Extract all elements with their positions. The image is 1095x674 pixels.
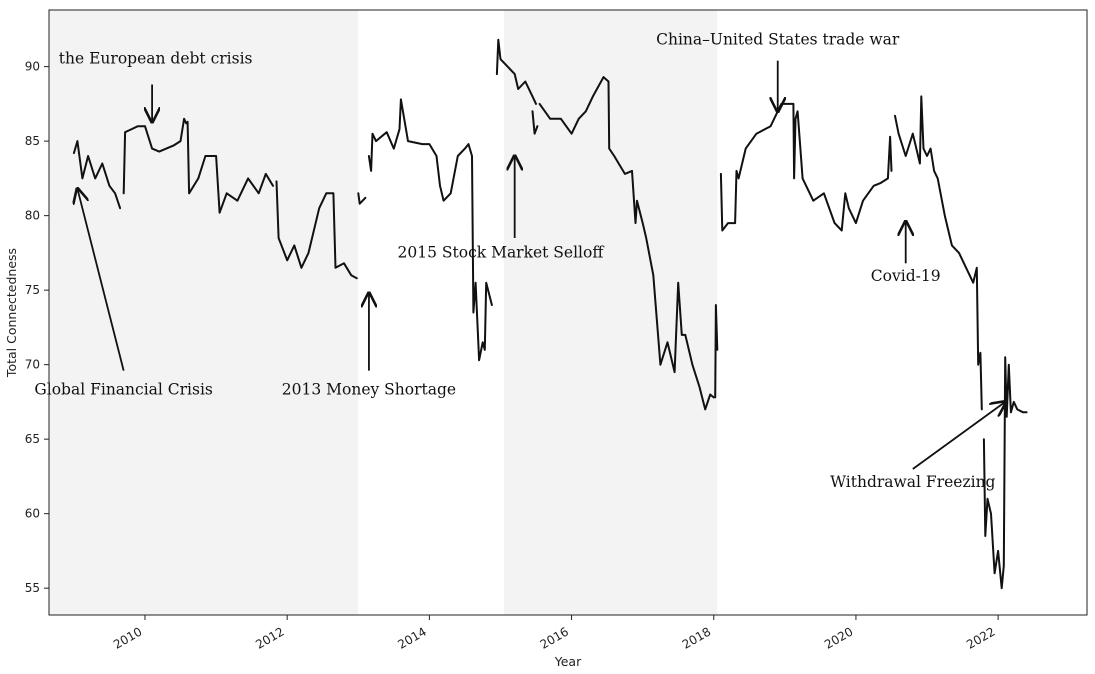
series-segment-1 bbox=[72, 140, 122, 210]
total-connectedness-series bbox=[72, 38, 1028, 590]
y-tick-label: 90 bbox=[25, 60, 40, 74]
event-annotations: the European debt crisis Global Financial… bbox=[34, 30, 1005, 491]
annotation-arrow-2 bbox=[77, 189, 125, 371]
y-tick-label: 60 bbox=[25, 507, 40, 521]
annotation-label-1: the European debt crisis bbox=[59, 50, 253, 68]
series-segment-7 bbox=[495, 38, 537, 105]
series-segment-11 bbox=[719, 102, 893, 232]
series-segment-9 bbox=[538, 76, 715, 411]
y-tick-label: 85 bbox=[25, 134, 40, 148]
series-segment-10 bbox=[714, 304, 719, 399]
y-axis: 55 60 65 70 75 80 85 90 bbox=[25, 60, 49, 595]
annotation-label-7: Withdrawal Freezing bbox=[830, 473, 995, 491]
y-tick-label: 65 bbox=[25, 432, 40, 446]
series-segment-2 bbox=[122, 117, 188, 195]
annotation-label-2: Global Financial Crisis bbox=[34, 380, 213, 398]
series-segment-6 bbox=[367, 98, 493, 362]
shaded-period-2 bbox=[504, 10, 718, 615]
y-tick-label: 55 bbox=[25, 581, 40, 595]
annotation-label-5: China–United States trade war bbox=[656, 30, 900, 48]
annotation-label-4: 2015 Stock Market Selloff bbox=[398, 243, 605, 261]
y-tick-label: 70 bbox=[25, 358, 40, 372]
series-segment-8 bbox=[531, 110, 539, 135]
series-segment-13 bbox=[982, 356, 1028, 590]
annotation-label-6: Covid-19 bbox=[871, 267, 941, 285]
annotation-label-3: 2013 Money Shortage bbox=[282, 380, 456, 398]
series-segment-5 bbox=[357, 192, 367, 205]
series-segment-3 bbox=[186, 120, 274, 214]
shaded-period-1 bbox=[49, 10, 359, 615]
y-axis-title: Total Connectedness bbox=[4, 248, 19, 378]
series-segment-12 bbox=[894, 95, 983, 411]
y-tick-label: 75 bbox=[25, 283, 40, 297]
x-axis-title: Year bbox=[554, 654, 582, 669]
series-segment-4 bbox=[275, 180, 358, 280]
annotation-arrow-7 bbox=[912, 402, 1005, 470]
y-tick-label: 80 bbox=[25, 209, 40, 223]
shaded-periods bbox=[49, 10, 718, 615]
plot-frame bbox=[48, 9, 1088, 616]
